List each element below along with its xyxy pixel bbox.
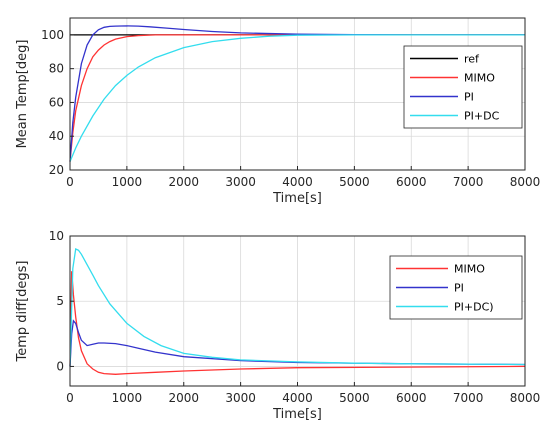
x-tick-label: 7000 [453, 175, 484, 189]
x-tick-label: 2000 [168, 391, 199, 405]
x-tick-label: 7000 [453, 391, 484, 405]
x-tick-labels: 0 1000 2000 3000 4000 5000 6000 7000 8000 [66, 166, 540, 189]
legend-box [403, 45, 523, 129]
y-tick-labels: 20 40 60 80 100 [41, 28, 74, 177]
series-lines [69, 248, 526, 375]
legend: ref MIMO PI PI+DC [403, 45, 523, 129]
legend-entry: MIMO [464, 72, 495, 85]
series-line-pi [69, 319, 526, 367]
legend-entry: MIMO [454, 263, 485, 276]
temp-diff-chart: 0 1000 2000 3000 4000 5000 6000 7000 8000 0 5 10 T… [15, 229, 540, 422]
legend-entry: PI [454, 282, 464, 295]
x-tick-label: 5000 [339, 175, 370, 189]
legend-entry: ref [464, 53, 480, 66]
y-tick-label: 60 [49, 95, 64, 109]
series-line-mimo [69, 34, 525, 162]
x-tick-label: 0 [66, 175, 74, 189]
y-axis-label: Mean Temp[deg] [15, 40, 30, 149]
x-tick-label: 8000 [510, 175, 541, 189]
series-line-pi-dc [69, 34, 525, 162]
y-tick-labels: 0 5 10 [49, 229, 74, 373]
x-tick-label: 3000 [225, 175, 256, 189]
x-tick-labels: 0 1000 2000 3000 4000 5000 6000 7000 8000 [66, 382, 540, 405]
y-tick-label: 40 [49, 129, 64, 143]
y-tick-label: 5 [56, 294, 64, 308]
y-tick-label: 10 [49, 229, 64, 243]
y-tick-label: 20 [49, 163, 64, 177]
legend-entry: PI [464, 91, 474, 104]
y-tick-label: 80 [49, 62, 64, 76]
legend: MIMO PI PI+DC) [389, 255, 523, 320]
legend-entry: PI+DC) [454, 301, 494, 314]
x-axis-label: Time[s] [272, 191, 322, 206]
x-tick-label: 6000 [396, 391, 427, 405]
mean-temp-chart: 0 1000 2000 3000 4000 5000 6000 7000 8000 20 40 60… [15, 17, 540, 206]
x-tick-label: 8000 [510, 391, 541, 405]
y-tick-label: 100 [41, 28, 64, 42]
x-tick-label: 2000 [168, 175, 199, 189]
x-tick-label: 4000 [282, 391, 313, 405]
x-tick-label: 1000 [112, 391, 143, 405]
y-tick-label: 0 [56, 359, 64, 373]
x-tick-label: 5000 [339, 391, 370, 405]
x-tick-label: 1000 [112, 175, 143, 189]
series-line-pi-dc- [69, 248, 526, 367]
x-axis-label: Time[s] [272, 407, 322, 422]
series-lines [69, 25, 525, 162]
series-line-pi [69, 25, 525, 162]
x-tick-label: 3000 [225, 391, 256, 405]
y-axis-label: Temp diff[degs] [15, 260, 30, 362]
x-tick-label: 4000 [282, 175, 313, 189]
x-tick-label: 6000 [396, 175, 427, 189]
x-tick-label: 0 [66, 391, 74, 405]
series-line-mimo [69, 271, 526, 375]
legend-entry: PI+DC [464, 110, 500, 123]
